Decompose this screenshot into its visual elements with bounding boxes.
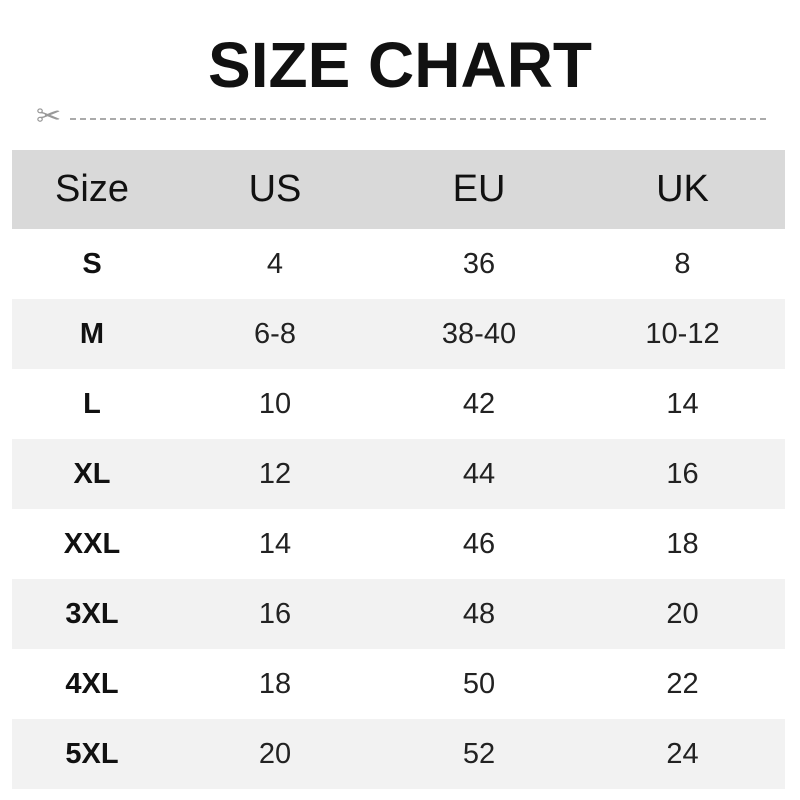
cell-eu: 48 xyxy=(462,597,496,630)
cell-eu: 50 xyxy=(462,667,496,700)
cell-uk: 14 xyxy=(666,387,699,420)
header-us: US xyxy=(248,168,302,210)
cell-size: XL xyxy=(73,457,111,490)
cell-eu: 36 xyxy=(462,247,496,280)
cell-eu: 44 xyxy=(462,457,496,490)
cell-size: L xyxy=(83,387,101,420)
scissors-icon: ✂ xyxy=(36,100,62,133)
cell-us: 18 xyxy=(258,667,292,700)
cell-us: 12 xyxy=(258,457,292,490)
dashed-divider xyxy=(70,118,766,120)
table-row: M 6-8 38-40 10-12 xyxy=(12,299,785,369)
cell-size: 3XL xyxy=(65,597,119,630)
table-row: 3XL 16 48 20 xyxy=(12,579,785,649)
cell-eu: 52 xyxy=(462,737,496,770)
cell-us: 20 xyxy=(258,737,292,770)
cell-uk: 18 xyxy=(666,527,699,560)
table-header-row: Size US EU UK xyxy=(12,150,785,229)
cell-uk: 10-12 xyxy=(645,317,720,350)
table-row: S 4 36 8 xyxy=(12,229,785,299)
size-table: Size US EU UK S 4 36 8 M 6-8 38-40 10-12 L 10 42 14… xyxy=(12,150,785,789)
header-eu: EU xyxy=(452,168,506,210)
header-uk: UK xyxy=(656,168,709,210)
table-row: 4XL 18 50 22 xyxy=(12,649,785,719)
table-row: L 10 42 14 xyxy=(12,369,785,439)
cell-us: 16 xyxy=(258,597,292,630)
cell-us: 14 xyxy=(258,527,292,560)
cell-size: 5XL xyxy=(65,737,119,770)
cell-eu: 42 xyxy=(462,387,496,420)
page-title: SIZE CHART xyxy=(208,29,592,101)
cell-uk: 16 xyxy=(666,457,699,490)
cell-uk: 22 xyxy=(666,667,699,700)
cell-size: M xyxy=(79,317,105,350)
cell-uk: 8 xyxy=(674,247,691,280)
cell-us: 4 xyxy=(266,247,284,280)
cell-uk: 20 xyxy=(666,597,699,630)
table-row: XL 12 44 16 xyxy=(12,439,785,509)
table-row: XXL 14 46 18 xyxy=(12,509,785,579)
table-row: 5XL 20 52 24 xyxy=(12,719,785,789)
cell-eu: 38-40 xyxy=(441,317,517,350)
header-size: Size xyxy=(55,168,129,210)
cell-uk: 24 xyxy=(666,737,699,770)
cut-line: ✂ xyxy=(36,102,766,132)
cell-size: S xyxy=(82,247,102,280)
cell-us: 6-8 xyxy=(254,317,296,350)
cell-eu: 46 xyxy=(462,527,496,560)
cell-size: XXL xyxy=(63,527,121,560)
cell-us: 10 xyxy=(258,387,292,420)
cell-size: 4XL xyxy=(65,667,119,700)
